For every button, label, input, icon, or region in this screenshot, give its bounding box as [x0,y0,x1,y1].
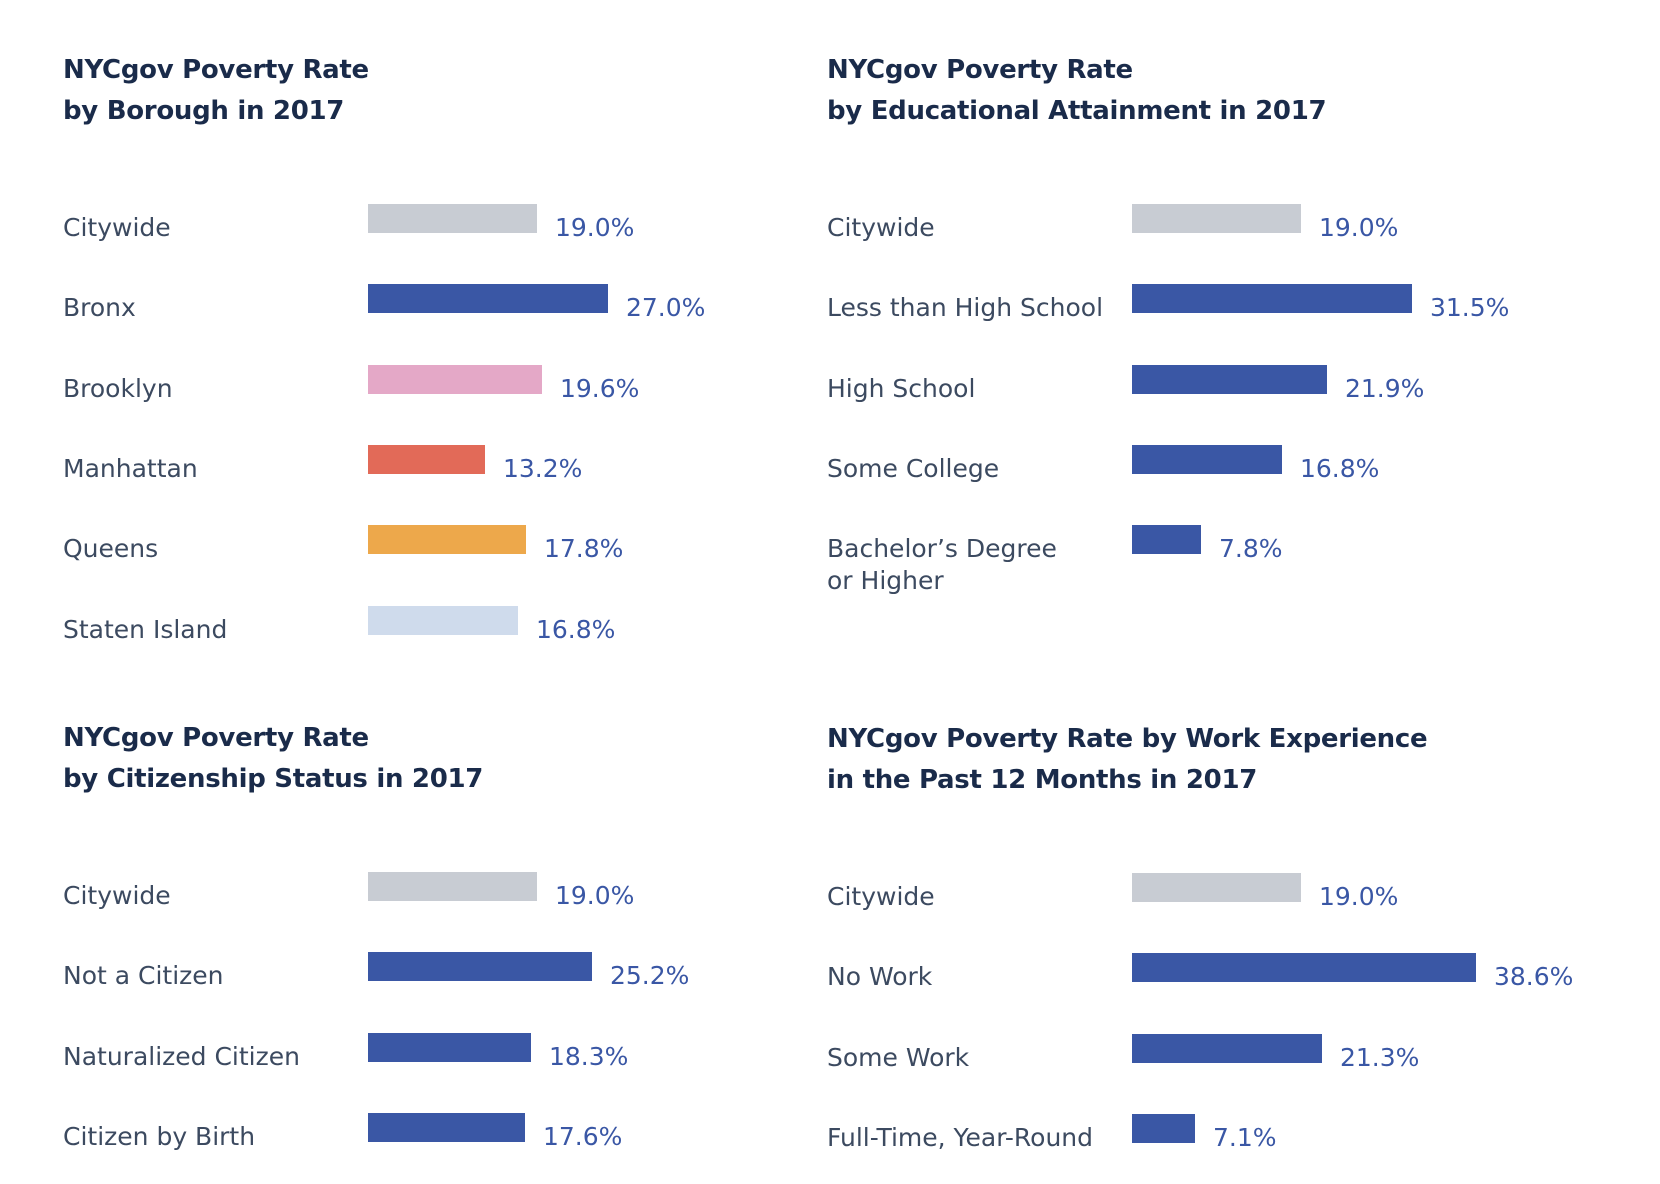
chart-title-line-2: by Citizenship Status in 2017 [63,764,484,794]
chart-panel-work-experience: NYCgov Poverty Rate by Work Experience i… [827,719,1587,1152]
category-label: Citizen by Birth [63,1122,256,1151]
chart-title: NYCgov Poverty Rate by Citizenship Statu… [63,718,823,800]
category-label: Naturalized Citizen [63,1042,300,1071]
chart-panel-education: NYCgov Poverty Rate by Educational Attai… [827,50,1587,595]
bar-row: Citywide 19.0% [827,204,1587,264]
value-label: 19.0% [555,213,635,242]
chart-title-line-1: NYCgov Poverty Rate by Work Experience [827,724,1428,754]
bar [368,606,518,635]
bar-row: Less than High School 31.5% [827,284,1587,344]
bar-row: Citywide 19.0% [63,872,823,932]
bar [1132,365,1327,394]
category-label: Some Work [827,1043,970,1072]
bar [368,525,526,554]
bar [368,1113,525,1142]
bar [1132,525,1201,554]
category-label: Citywide [63,213,171,242]
category-label: Manhattan [63,454,198,483]
value-label: 38.6% [1494,962,1574,991]
bar-row: Citywide 19.0% [827,873,1587,933]
chart-title-line-2: in the Past 12 Months in 2017 [827,765,1258,795]
category-label: Citywide [63,881,171,910]
value-label: 17.8% [544,534,624,563]
category-label: Citywide [827,882,935,911]
value-label: 25.2% [610,961,690,990]
bar-row: No Work 38.6% [827,953,1587,1013]
category-label: High School [827,374,976,403]
bar-row: Citizen by Birth 17.6% [63,1113,823,1173]
bar-row: High School 21.9% [827,365,1587,425]
value-label: 27.0% [626,293,706,322]
category-label: Brooklyn [63,374,173,403]
chart-title-line-1: NYCgov Poverty Rate [827,55,1133,85]
bar-row: Some Work 21.3% [827,1034,1587,1094]
bar-row: Not a Citizen 25.2% [63,952,823,1012]
value-label: 17.6% [543,1122,623,1151]
chart-title: NYCgov Poverty Rate by Borough in 2017 [63,50,823,132]
bar [1132,445,1282,474]
bar [1132,953,1476,982]
chart-panel-borough: NYCgov Poverty Rate by Borough in 2017 C… [63,50,823,644]
chart-panel-citizenship: NYCgov Poverty Rate by Citizenship Statu… [63,718,823,1151]
bar-row: Naturalized Citizen 18.3% [63,1033,823,1093]
category-label: Queens [63,534,159,563]
value-label: 7.8% [1219,534,1283,563]
chart-title: NYCgov Poverty Rate by Work Experience i… [827,719,1587,801]
bar [368,872,537,901]
bar [1132,1114,1195,1143]
bar [368,952,592,981]
bar [1132,1034,1322,1063]
value-label: 19.6% [560,374,640,403]
bar [368,445,485,474]
value-label: 7.1% [1213,1123,1277,1152]
bar-row: Queens 17.8% [63,525,823,585]
value-label: 21.9% [1345,374,1425,403]
bar [368,284,608,313]
value-label: 18.3% [549,1042,629,1071]
chart-title-line-2: by Borough in 2017 [63,96,345,126]
category-label: Not a Citizen [63,961,224,990]
bar [1132,873,1301,902]
bar [1132,204,1301,233]
bar [368,1033,531,1062]
bar [368,204,537,233]
bar-row: Manhattan 13.2% [63,445,823,505]
category-label: Less than High School [827,293,1104,322]
bar-row: Brooklyn 19.6% [63,365,823,425]
category-label: Bachelor’s Degree or Higher [827,534,1057,595]
category-label: Full-Time, Year-Round [827,1123,1094,1152]
category-label: No Work [827,962,933,991]
value-label: 19.0% [555,881,635,910]
chart-title-line-2: by Educational Attainment in 2017 [827,96,1327,126]
category-label: Bronx [63,293,136,322]
bar [368,365,542,394]
category-label: Staten Island [63,615,228,644]
value-label: 19.0% [1319,213,1399,242]
value-label: 21.3% [1340,1043,1420,1072]
bar-row: Citywide 19.0% [63,204,823,264]
bar-row: Full-Time, Year-Round 7.1% [827,1114,1587,1174]
value-label: 16.8% [1300,454,1380,483]
value-label: 13.2% [503,454,583,483]
chart-title: NYCgov Poverty Rate by Educational Attai… [827,50,1587,132]
bar-row: Staten Island 16.8% [63,606,823,666]
value-label: 16.8% [536,615,616,644]
category-label: Citywide [827,213,935,242]
bar-row: Bronx 27.0% [63,284,823,344]
chart-title-line-1: NYCgov Poverty Rate [63,55,369,85]
chart-title-line-1: NYCgov Poverty Rate [63,723,369,753]
value-label: 19.0% [1319,882,1399,911]
bar-row: Some College 16.8% [827,445,1587,505]
bar-row: Bachelor’s Degree or Higher 7.8% [827,525,1587,595]
category-label: Some College [827,454,1000,483]
value-label: 31.5% [1430,293,1510,322]
bar [1132,284,1412,313]
